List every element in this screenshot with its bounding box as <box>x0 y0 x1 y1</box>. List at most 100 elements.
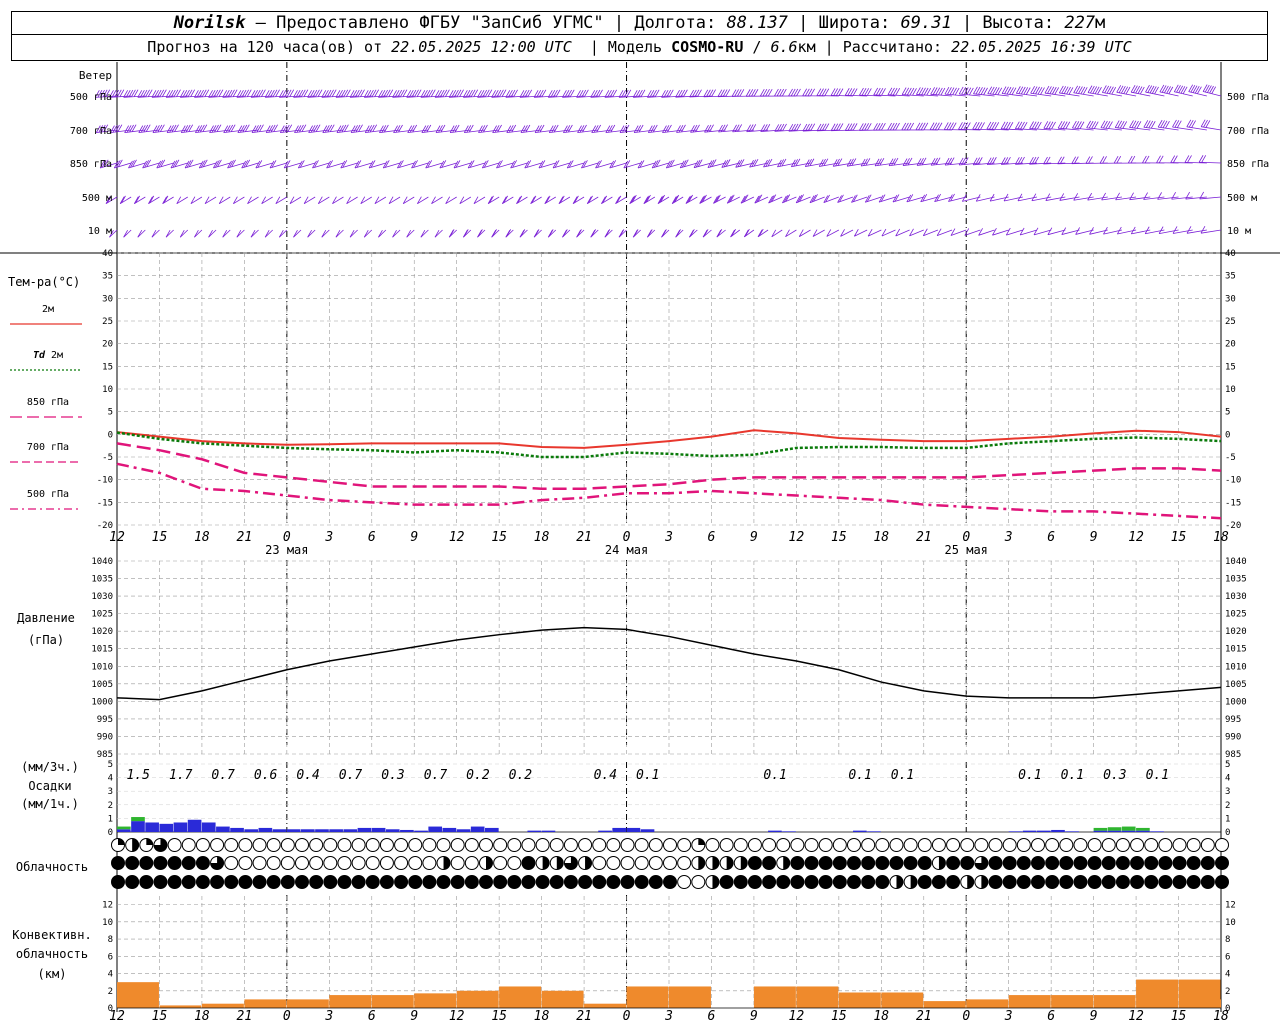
wind-feather-2-30-0 <box>524 160 530 169</box>
wind-feather-2-29-0 <box>510 160 515 169</box>
wind-feather-2-73-0 <box>1127 155 1133 164</box>
cloud-middle-28 <box>507 856 522 870</box>
wind-feather-4-65-0 <box>1019 227 1025 236</box>
cloud-high-20 <box>394 838 409 852</box>
wind-barb-2-77 <box>1184 162 1207 164</box>
prec-tick-right-0: 5 <box>1225 760 1230 770</box>
wind-feather-2-44-0 <box>721 160 727 168</box>
wind-feather-2-32-1 <box>554 160 560 168</box>
pres-tick-right-5: 1015 <box>1225 645 1247 655</box>
wind-barb-3-78 <box>1199 196 1222 200</box>
wind-feather-3-29-1 <box>517 195 523 204</box>
wind-feather-1-54-0 <box>858 123 864 131</box>
wind-barb-1-30 <box>520 129 542 134</box>
wind-feather-2-39-1 <box>653 160 659 168</box>
precip-bar-snow-70 <box>1107 827 1122 831</box>
wind-feather-0-54-2 <box>864 88 870 96</box>
precip-bar-rain-63 <box>1008 831 1023 832</box>
wind-feather-0-67-2 <box>1049 86 1055 94</box>
cloud-fill-high-1 <box>132 838 139 852</box>
pres-tick-left-7: 1005 <box>91 680 113 690</box>
wind-feather-2-60-0 <box>944 157 950 166</box>
wind-barb-3-15 <box>318 196 330 205</box>
wind-feather-2-63-1 <box>989 157 995 165</box>
precip-bar-rain-21 <box>414 830 428 832</box>
wind-feather-0-30-1 <box>522 89 527 98</box>
wind-feather-3-68-0 <box>1059 193 1065 201</box>
cloud-high-73 <box>1144 838 1159 852</box>
wind-barb-1-1 <box>110 129 132 134</box>
wind-feather-2-6-0 <box>184 160 190 169</box>
wind-feather-0-3-0 <box>137 90 143 98</box>
wind-feather-2-43-1 <box>709 159 715 168</box>
wind-feather-3-6-0 <box>190 196 196 204</box>
wind-feather-0-3-1 <box>140 89 145 98</box>
wind-barb-4-68 <box>1061 229 1080 235</box>
wind-barb-1-31 <box>535 129 556 134</box>
wind-feather-2-8-0 <box>213 160 218 169</box>
cloud-low-18 <box>365 875 380 889</box>
temp-legend-text-3: 700 гПа <box>27 442 69 453</box>
wind-feather-0-5-1 <box>168 89 174 98</box>
wind-feather-0-16-1 <box>324 89 329 98</box>
model-resolution: 6.6 <box>770 38 798 56</box>
wind-feather-3-49-0 <box>795 195 801 204</box>
wind-barb-2-3 <box>142 162 160 169</box>
temp-tick-right-9: -5 <box>1225 453 1236 463</box>
precip-bar-rain-66 <box>1051 829 1065 832</box>
precip-bar-rain-6 <box>201 822 216 832</box>
wind-feather-0-72-0 <box>1116 85 1122 93</box>
wind-barb-4-63 <box>992 229 1009 236</box>
wind-feather-0-15-3 <box>315 89 320 98</box>
wind-feather-0-22-2 <box>411 89 417 98</box>
wind-feather-2-24-0 <box>439 160 445 169</box>
wind-barb-2-22 <box>411 162 429 169</box>
wind-feather-4-62-0 <box>978 228 983 236</box>
wind-feather-0-45-0 <box>731 89 737 97</box>
precip-bar-rain-47 <box>782 831 796 832</box>
wind-feather-4-12-0 <box>278 230 284 238</box>
wind-feather-0-52-3 <box>838 88 844 96</box>
cloud-high-53 <box>861 838 876 852</box>
wind-feather-0-64-0 <box>1001 86 1007 94</box>
wind-feather-1-1-2 <box>115 124 120 133</box>
wind-feather-0-75-2 <box>1164 85 1169 94</box>
cloud-low-22 <box>422 875 437 889</box>
cloud-high-68 <box>1073 838 1088 852</box>
cloud-high-75 <box>1172 838 1187 852</box>
cloud-low-57 <box>917 875 932 889</box>
wind-feather-0-58-1 <box>918 87 924 95</box>
wind-feather-3-10-0 <box>247 196 252 204</box>
cloud-middle-56 <box>903 856 918 870</box>
wind-barb-1-73 <box>1129 127 1151 131</box>
pres-tick-right-11: 985 <box>1225 750 1241 760</box>
wind-barb-0-39 <box>647 95 670 98</box>
model-label: Модель <box>607 38 663 56</box>
cloud-low-8 <box>224 875 239 889</box>
hour-label-top-14: 6 <box>708 530 716 545</box>
wind-barb-1-25 <box>450 129 471 134</box>
prec-3h-label-9: 0.2 <box>509 768 533 783</box>
wind-feather-0-26-3 <box>470 89 476 98</box>
wind-feather-3-46-1 <box>756 195 761 203</box>
wind-feather-1-14-3 <box>301 124 307 132</box>
wind-feather-0-58-0 <box>916 87 921 95</box>
wind-feather-1-4-0 <box>152 125 158 133</box>
cloud-fill-middle-44 <box>740 856 748 870</box>
wind-feather-3-53-1 <box>852 194 858 202</box>
wind-feather-0-7-3 <box>201 89 207 98</box>
wind-feather-0-61-1 <box>961 87 967 95</box>
conv-bar-6 <box>371 995 414 1008</box>
wind-feather-1-21-2 <box>398 124 403 133</box>
wind-feather-1-28-2 <box>497 124 502 133</box>
wind-barb-4-23 <box>434 229 443 238</box>
wind-feather-3-74-0 <box>1143 192 1148 200</box>
wind-feather-1-40-2 <box>667 124 672 133</box>
wind-barb-1-18 <box>351 129 372 134</box>
wind-feather-2-69-0 <box>1071 156 1077 164</box>
cloud-high-55 <box>889 838 904 852</box>
wind-feather-1-30-1 <box>523 125 528 133</box>
wind-feather-0-52-0 <box>830 88 836 96</box>
cloud-low-7 <box>210 875 225 889</box>
wind-feather-2-11-1 <box>257 160 263 168</box>
